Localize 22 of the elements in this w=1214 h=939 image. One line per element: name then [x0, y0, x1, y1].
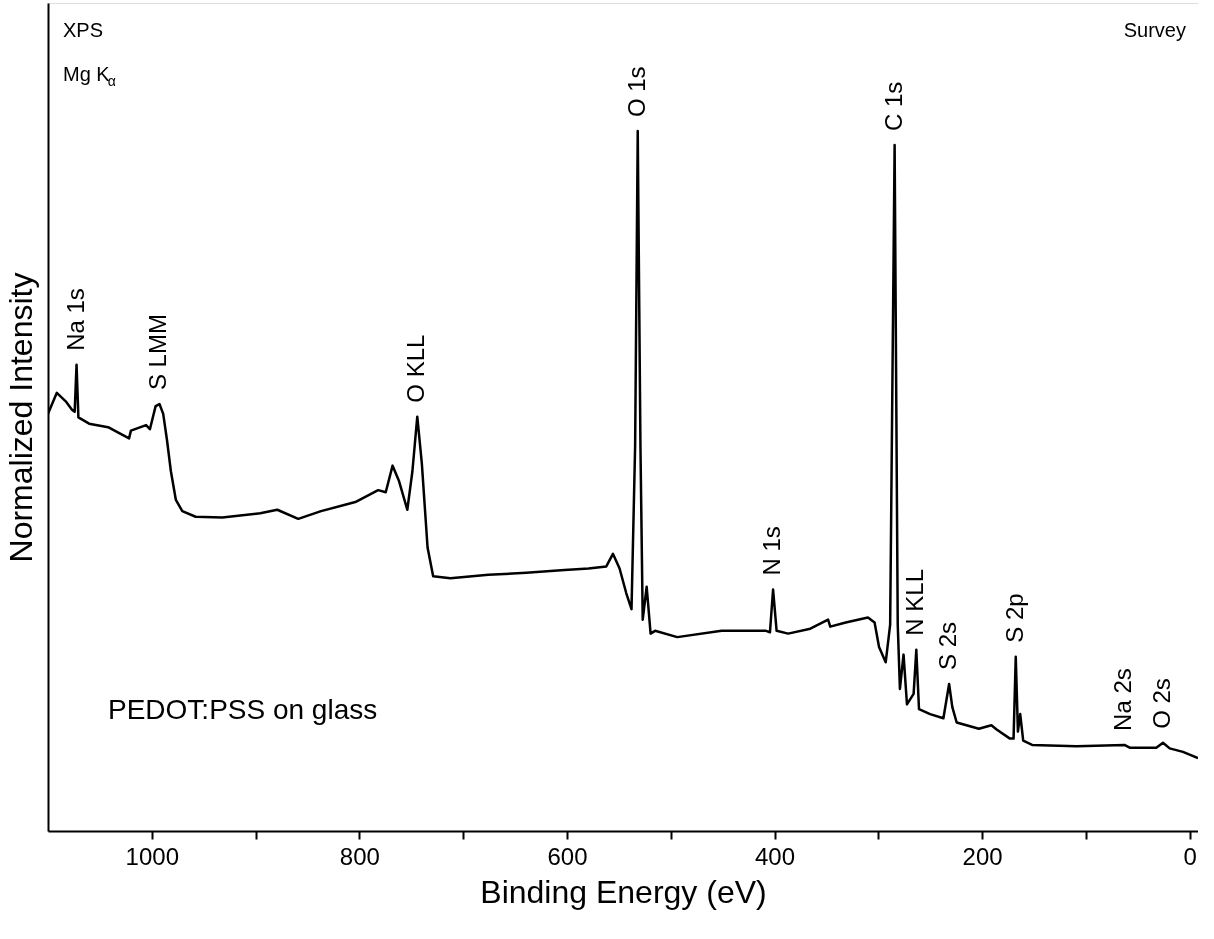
annotation: O 2s	[1148, 678, 1176, 729]
x-tick-label: 400	[755, 842, 796, 870]
x-tick-label: 0	[1183, 842, 1197, 870]
annotation: Na 1s	[61, 288, 89, 351]
text: XPS	[63, 19, 104, 41]
x-tick-label: 200	[962, 842, 1003, 870]
x-tick-label: 800	[339, 842, 380, 870]
annotation: S 2p	[1000, 593, 1028, 643]
annotation: PEDOT:PSS on glass	[108, 694, 378, 725]
y-axis-title: Normalized Intensity	[2, 272, 39, 563]
annotation: C 1s	[879, 81, 907, 132]
annotation: O KLL	[402, 334, 430, 403]
x-tick-label: 600	[547, 842, 588, 870]
annotation: Na 2s	[1109, 668, 1137, 731]
annotation: S 2s	[934, 621, 962, 671]
annotation: N 1s	[758, 526, 786, 576]
annotation: S LMM	[144, 314, 172, 391]
text: Survey	[1123, 19, 1186, 41]
annotation: O 1s	[622, 66, 650, 118]
x-axis-title: Binding Energy (eV)	[480, 873, 767, 910]
x-tick-label: 1000	[125, 842, 179, 870]
annotation: N KLL	[901, 569, 929, 636]
